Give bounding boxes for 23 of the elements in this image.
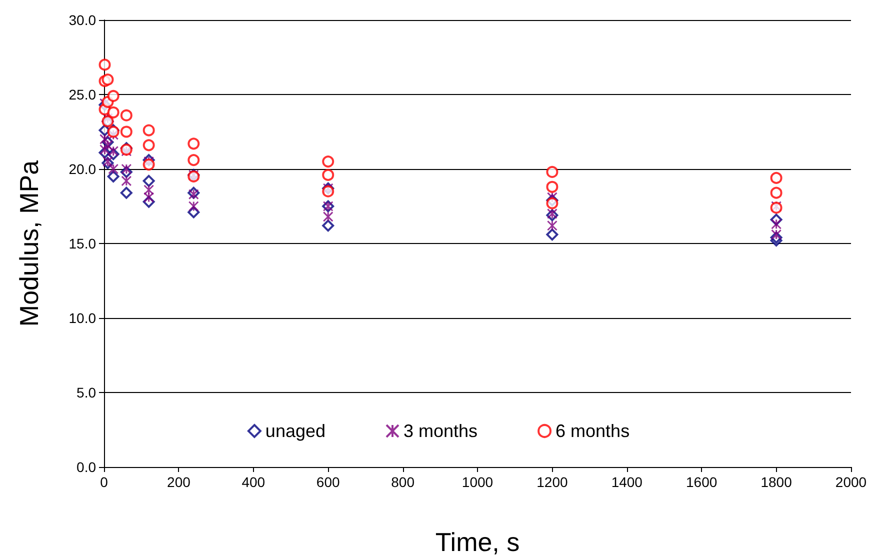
y-tick-label: 20.0 — [68, 161, 96, 177]
y-tick-label: 0.0 — [76, 459, 96, 475]
y-tick-label: 30.0 — [68, 12, 96, 28]
x-tick-label: 1800 — [760, 474, 792, 490]
x-tick-label: 2000 — [835, 474, 867, 490]
x-tick-label: 1200 — [536, 474, 568, 490]
x-tick-label: 600 — [316, 474, 340, 490]
x-tick-label: 200 — [167, 474, 191, 490]
y-tick-label: 5.0 — [76, 384, 96, 400]
legend-label: 6 months — [556, 421, 630, 441]
x-tick-label: 0 — [100, 474, 108, 490]
x-tick-label: 1600 — [686, 474, 718, 490]
y-tick-label: 10.0 — [68, 310, 96, 326]
x-axis-title: Time, s — [435, 527, 520, 557]
x-tick-label: 1000 — [462, 474, 494, 490]
y-axis-title: Modulus, MPa — [14, 160, 44, 327]
y-tick-label: 25.0 — [68, 86, 96, 102]
x-tick-label: 400 — [242, 474, 266, 490]
x-tick-label: 1400 — [611, 474, 643, 490]
legend-label: unaged — [265, 421, 326, 441]
y-tick-label: 15.0 — [68, 236, 96, 252]
legend-label: 3 months — [403, 421, 478, 441]
x-tick-label: 800 — [391, 474, 415, 490]
